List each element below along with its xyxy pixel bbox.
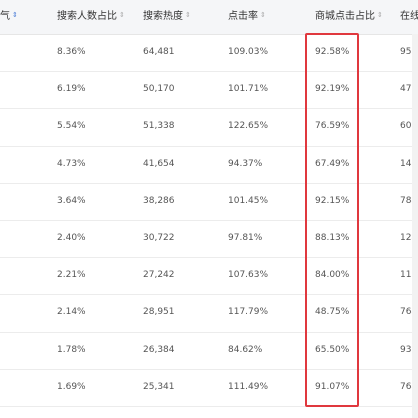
cell-ctr: 109.03%	[228, 47, 269, 57]
cell-online: 600,	[400, 121, 418, 132]
cell-mall-share: 92.19%	[315, 84, 350, 95]
table-row[interactable]: 5.54% 51,338 122.65% 76.59% 600,	[0, 108, 418, 147]
cell-online: 957,	[400, 47, 418, 57]
column-header-label: 点击率	[228, 11, 258, 22]
cell-heat: 38,286	[143, 195, 175, 206]
column-header-label: 搜索热度	[143, 11, 183, 22]
cell-heat: 51,338	[143, 121, 175, 132]
table-row[interactable]: 6.19% 50,170 101.71% 92.19% 479,	[0, 71, 418, 110]
cell-mall-share: 88.13%	[315, 233, 350, 243]
table-row[interactable]: 2.14% 28,951 117.79% 48.75% 764,	[0, 294, 418, 333]
cell-online: 784,	[400, 195, 418, 206]
table-row[interactable]: 2.40% 30,722 97.81% 88.13% 124,	[0, 220, 418, 259]
cell-online: 764,	[400, 307, 418, 318]
sort-icon[interactable]: ⇕	[185, 10, 191, 19]
cell-online: 933,	[400, 344, 418, 355]
table-row[interactable]: 1.69% 25,341 111.49% 91.07% 764,	[0, 369, 418, 407]
cell-heat: 27,242	[143, 270, 175, 281]
column-header-mall-click-share[interactable]: 商城点击占比 ⇕	[315, 0, 383, 34]
scrollbar[interactable]	[412, 34, 418, 418]
cell-mall-share: 48.75%	[315, 307, 350, 318]
cell-ctr: 111.49%	[228, 381, 269, 392]
cell-heat: 41,654	[143, 158, 175, 169]
table-row[interactable]: 3.64% 38,286 101.45% 92.15% 784,	[0, 183, 418, 221]
column-header-label: 气	[0, 11, 10, 22]
cell-search-share: 2.21%	[57, 270, 86, 281]
cell-mall-share: 84.00%	[315, 270, 350, 281]
cell-search-share: 2.40%	[57, 233, 86, 243]
cell-search-share: 5.54%	[57, 121, 86, 132]
cell-search-share: 1.78%	[57, 344, 86, 355]
cell-mall-share: 65.50%	[315, 344, 350, 355]
column-header-partial-right[interactable]: 在线	[400, 0, 418, 34]
cell-ctr: 84.62%	[228, 344, 263, 355]
column-header-search-share[interactable]: 搜索人数占比 ⇕	[57, 0, 125, 34]
column-header-ctr[interactable]: 点击率 ⇕	[228, 0, 266, 34]
cell-ctr: 122.65%	[228, 121, 269, 132]
table-row[interactable]: 4.73% 41,654 94.37% 67.49% 148,	[0, 146, 418, 184]
cell-online: 113,	[400, 270, 418, 281]
cell-search-share: 4.73%	[57, 158, 86, 169]
cell-mall-share: 67.49%	[315, 158, 350, 169]
column-header-partial-left[interactable]: 气 ⇕	[0, 0, 18, 34]
table-row[interactable]: 1.78% 26,384 84.62% 65.50% 933,	[0, 332, 418, 370]
cell-ctr: 97.81%	[228, 233, 263, 243]
cell-online: 124,	[400, 233, 418, 243]
cell-mall-share: 92.58%	[315, 47, 350, 57]
cell-search-share: 6.19%	[57, 84, 86, 95]
table-header: 气 ⇕ 搜索人数占比 ⇕ 搜索热度 ⇕ 点击率 ⇕ 商城点击占比 ⇕ 在线	[0, 0, 418, 35]
cell-ctr: 94.37%	[228, 158, 263, 169]
sort-icon[interactable]: ⇕	[12, 10, 18, 19]
cell-heat: 64,481	[143, 47, 175, 57]
table-row[interactable]: 8.36% 64,481 109.03% 92.58% 957,	[0, 34, 418, 73]
column-header-label: 商城点击占比	[315, 11, 375, 22]
cell-ctr: 101.45%	[228, 195, 269, 206]
table-row[interactable]: 2.21% 27,242 107.63% 84.00% 113,	[0, 257, 418, 296]
column-header-search-heat[interactable]: 搜索热度 ⇕	[143, 0, 191, 34]
cell-search-share: 3.64%	[57, 195, 86, 206]
sort-icon[interactable]: ⇕	[260, 10, 266, 19]
sort-icon[interactable]: ⇕	[377, 10, 383, 19]
cell-online: 764,	[400, 381, 418, 392]
cell-heat: 30,722	[143, 233, 175, 243]
cell-search-share: 2.14%	[57, 307, 86, 318]
cell-heat: 26,384	[143, 344, 175, 355]
cell-search-share: 1.69%	[57, 381, 86, 392]
cell-heat: 50,170	[143, 84, 175, 95]
column-header-label: 在线	[400, 11, 418, 22]
cell-heat: 25,341	[143, 381, 175, 392]
cell-ctr: 107.63%	[228, 270, 269, 281]
cell-mall-share: 76.59%	[315, 121, 350, 132]
cell-mall-share: 91.07%	[315, 381, 350, 392]
cell-ctr: 101.71%	[228, 84, 269, 95]
cell-online: 148,	[400, 158, 418, 169]
cell-online: 479,	[400, 84, 418, 95]
cell-mall-share: 92.15%	[315, 195, 350, 206]
cell-heat: 28,951	[143, 307, 175, 318]
column-header-label: 搜索人数占比	[57, 11, 117, 22]
cell-search-share: 8.36%	[57, 47, 86, 57]
sort-icon[interactable]: ⇕	[119, 10, 125, 19]
cell-ctr: 117.79%	[228, 307, 269, 318]
